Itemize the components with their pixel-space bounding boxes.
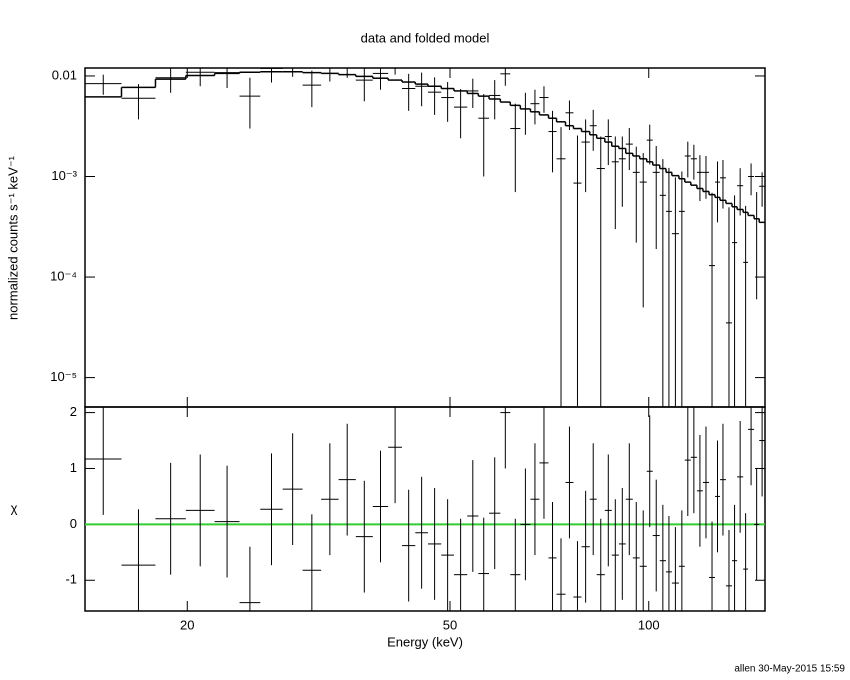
y-tick-label: 1 xyxy=(70,460,77,475)
plot-area xyxy=(85,407,765,611)
x-tick-label: 20 xyxy=(180,617,194,632)
plot-area xyxy=(85,68,765,407)
footer: allen 30-May-2015 15:59 xyxy=(734,664,845,675)
y-tick-label: 10⁻⁴ xyxy=(50,268,77,283)
x-tick-label: 50 xyxy=(443,617,457,632)
y-tick-label: -1 xyxy=(65,572,77,587)
y-tick-label: 10⁻⁵ xyxy=(50,369,77,384)
y-axis-label: χ xyxy=(11,500,18,515)
y-tick-label: 0 xyxy=(70,516,77,531)
x-tick-label: 100 xyxy=(638,617,660,632)
y-axis-label: normalized counts s⁻¹ keV⁻¹ xyxy=(5,155,20,320)
chart-title: data and folded model xyxy=(361,30,490,45)
y-tick-label: 0.01 xyxy=(52,67,77,82)
x-axis-label: Energy (keV) xyxy=(387,634,463,649)
y-tick-label: 2 xyxy=(70,404,77,419)
y-tick-label: 10⁻³ xyxy=(51,168,77,183)
plot-frame xyxy=(84,406,766,612)
